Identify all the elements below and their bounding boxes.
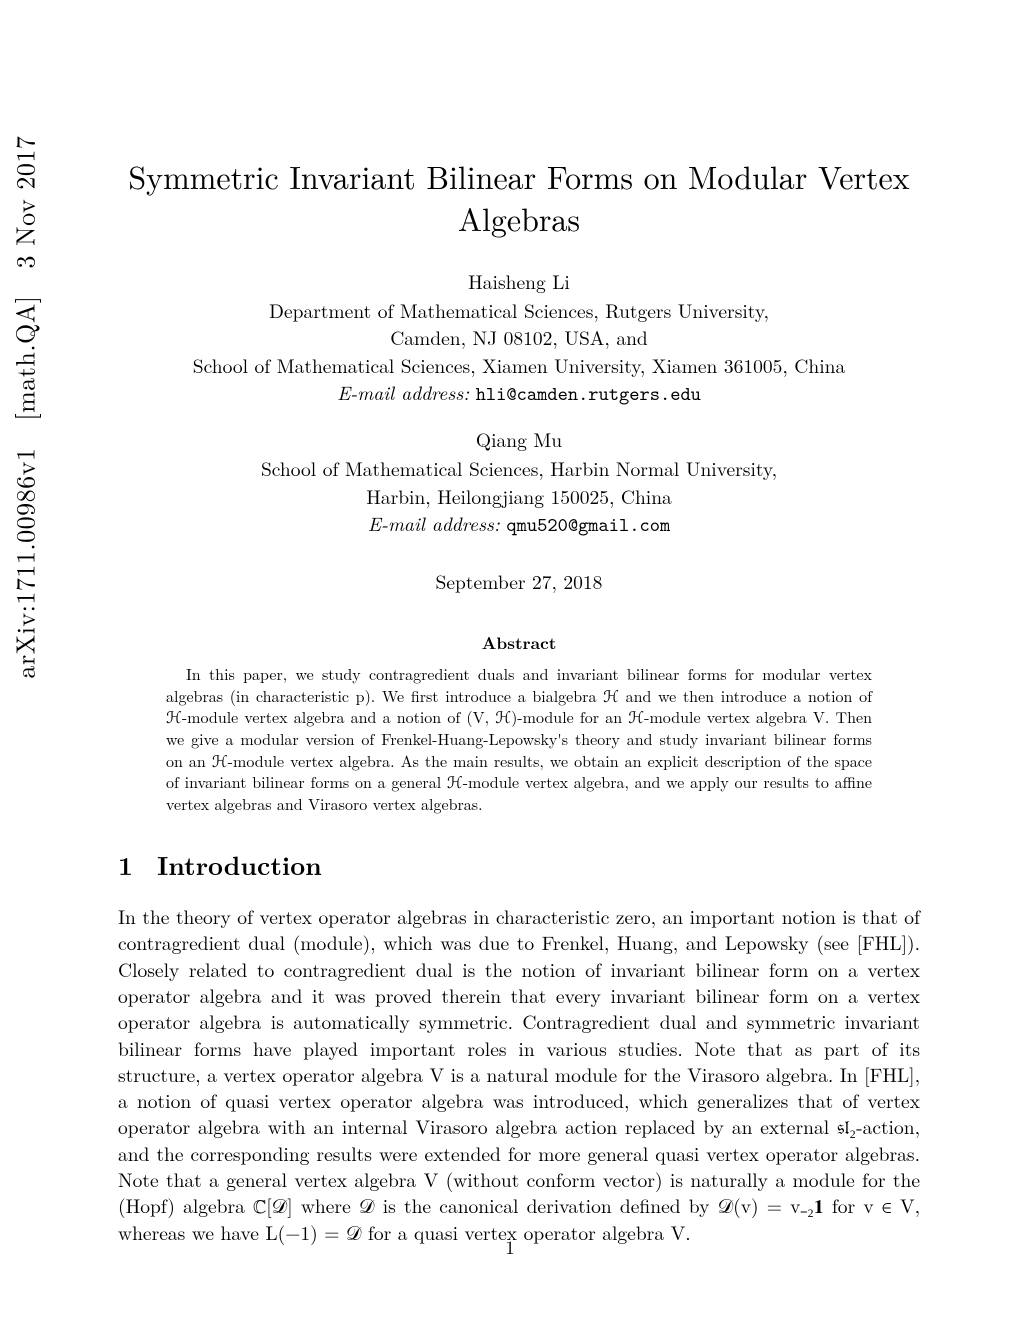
- author-name: Qiang Mu: [118, 426, 920, 453]
- email-line: E-mail address: qmu520@gmail.com: [118, 510, 920, 539]
- affiliation-line: Camden, NJ 08102, USA, and: [118, 324, 920, 351]
- affiliation-line: School of Mathematical Sciences, Xiamen …: [118, 352, 920, 379]
- email-label: E-mail address:: [368, 509, 500, 537]
- paper-date: September 27, 2018: [118, 567, 920, 595]
- email-label: E-mail address:: [337, 378, 469, 406]
- author-name: Haisheng Li: [118, 268, 920, 295]
- paper-content: Symmetric Invariant Bilinear Forms on Mo…: [0, 0, 1020, 1295]
- intro-paragraph: In the theory of vertex operator algebra…: [118, 903, 920, 1245]
- section-number: 1: [118, 846, 133, 883]
- author-block-2: Qiang Mu School of Mathematical Sciences…: [118, 426, 920, 539]
- section-title: Introduction: [157, 846, 322, 883]
- email-value: hli@camden.rutgers.edu: [476, 381, 701, 407]
- email-line: E-mail address: hli@camden.rutgers.edu: [118, 379, 920, 408]
- arxiv-date: 3 Nov 2017: [6, 136, 43, 269]
- section-header: 1 Introduction: [118, 846, 920, 883]
- paper-title: Symmetric Invariant Bilinear Forms on Mo…: [118, 156, 920, 239]
- affiliation-line: Department of Mathematical Sciences, Rut…: [118, 297, 920, 324]
- author-block-1: Haisheng Li Department of Mathematical S…: [118, 268, 920, 408]
- page-number: 1: [0, 1233, 1020, 1260]
- arxiv-id: arXiv:1711.00986v1: [6, 448, 43, 679]
- affiliation-line: School of Mathematical Sciences, Harbin …: [118, 455, 920, 482]
- arxiv-subject: [math.QA]: [6, 296, 43, 421]
- arxiv-watermark: arXiv:1711.00986v1 [math.QA] 3 Nov 2017: [6, 136, 43, 679]
- abstract-header: Abstract: [118, 631, 920, 655]
- abstract-body: In this paper, we study contragredient d…: [166, 663, 872, 814]
- email-value: qmu520@gmail.com: [506, 512, 670, 538]
- affiliation-line: Harbin, Heilongjiang 150025, China: [118, 483, 920, 510]
